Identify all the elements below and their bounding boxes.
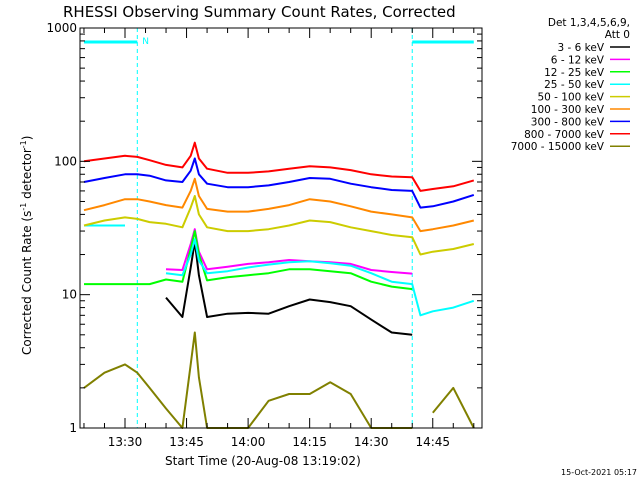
x-tick-label-13:45: 13:45 bbox=[169, 435, 204, 449]
legend-header-line1: Det 1,3,4,5,6,9, bbox=[548, 17, 630, 29]
series-line-4 bbox=[83, 195, 475, 256]
series-line-6 bbox=[83, 157, 475, 209]
legend-label-1: 6 - 12 keV bbox=[551, 54, 605, 66]
series-line-2 bbox=[84, 230, 413, 291]
series-line-7 bbox=[83, 141, 475, 192]
plot-marks: N bbox=[83, 28, 475, 429]
y-tick-label-100: 100 bbox=[54, 154, 77, 168]
y-tick-label-1: 1 bbox=[69, 421, 77, 435]
y-tick-label-1000: 1000 bbox=[46, 21, 77, 35]
legend-label-7: 800 - 7000 keV bbox=[524, 129, 605, 141]
timestamp: 15-Oct-2021 05:17 bbox=[561, 468, 637, 477]
series-line-8 bbox=[83, 331, 475, 429]
x-tick-label-14:00: 14:00 bbox=[231, 435, 266, 449]
legend-header-line2: Att 0 bbox=[605, 29, 630, 41]
legend-label-4: 50 - 100 keV bbox=[537, 92, 604, 104]
legend-label-2: 12 - 25 keV bbox=[544, 67, 605, 79]
legend-label-3: 25 - 50 keV bbox=[544, 79, 605, 91]
x-tick-label-14:15: 14:15 bbox=[292, 435, 327, 449]
x-tick-label-14:30: 14:30 bbox=[354, 435, 389, 449]
night-marker-label: N bbox=[142, 37, 149, 47]
series-line-0 bbox=[165, 240, 413, 336]
chart-title: RHESSI Observing Summary Count Rates, Co… bbox=[63, 3, 456, 21]
x-tick-label-13:30: 13:30 bbox=[108, 435, 143, 449]
plot-frame bbox=[79, 27, 483, 429]
y-axis-label: Corrected Count Rate (s-1 detector-1) bbox=[19, 136, 34, 355]
legend-label-6: 300 - 800 keV bbox=[531, 116, 605, 128]
x-tick-label-14:45: 14:45 bbox=[415, 435, 450, 449]
x-axis-label: Start Time (20-Aug-08 13:19:02) bbox=[165, 454, 361, 468]
series-line-5 bbox=[83, 177, 475, 233]
legend-label-0: 3 - 6 keV bbox=[557, 42, 604, 54]
series-line-3 bbox=[84, 224, 475, 317]
y-tick-label-10: 10 bbox=[62, 288, 77, 302]
legend-label-5: 100 - 300 keV bbox=[531, 104, 605, 116]
legend-label-8: 7000 - 15000 keV bbox=[511, 141, 605, 153]
axes: 1 10 100 1000 13:30 13:45 14:00 14:15 14:30 14:45 bbox=[46, 21, 482, 449]
